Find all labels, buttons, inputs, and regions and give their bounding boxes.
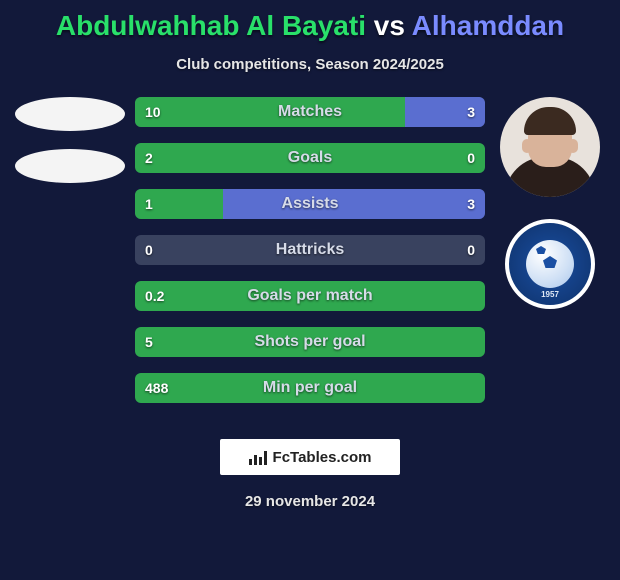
player2-avatar <box>500 97 600 197</box>
player1-club-placeholder <box>15 149 125 183</box>
player2-club-logo: 1957 <box>505 219 595 309</box>
stat-row: Matches 10 3 <box>135 97 485 127</box>
stat-value-left: 0 <box>145 242 153 258</box>
stat-label: Goals per match <box>247 287 372 305</box>
stat-value-left: 10 <box>145 104 161 120</box>
player1-column <box>10 97 130 183</box>
stat-value-left: 2 <box>145 150 153 166</box>
brand-badge: FcTables.com <box>220 439 400 475</box>
date-text: 29 november 2024 <box>0 493 620 510</box>
stat-label: Goals <box>288 149 332 167</box>
stat-row: Shots per goal 5 <box>135 327 485 357</box>
stat-value-right: 3 <box>467 104 475 120</box>
stat-label: Shots per goal <box>254 333 365 351</box>
player2-column: 1957 <box>490 97 610 309</box>
brand-text: FcTables.com <box>273 449 372 466</box>
player2-name: Alhamddan <box>412 10 564 41</box>
stat-label: Assists <box>282 195 339 213</box>
stat-value-left: 5 <box>145 334 153 350</box>
comparison-title: Abdulwahhab Al Bayati vs Alhamddan <box>0 0 620 42</box>
stat-label: Hattricks <box>276 241 344 259</box>
stat-value-right: 0 <box>467 150 475 166</box>
club-year: 1957 <box>541 290 559 299</box>
player1-name: Abdulwahhab Al Bayati <box>56 10 366 41</box>
content-area: 1957 Matches 10 3 Goals 2 0 Assists 1 3 Hattricks… <box>0 97 620 419</box>
stat-row: Goals per match 0.2 <box>135 281 485 311</box>
brand-icon <box>249 449 267 465</box>
stat-value-right: 3 <box>467 196 475 212</box>
stat-row: Min per goal 488 <box>135 373 485 403</box>
player1-avatar-placeholder <box>15 97 125 131</box>
stat-value-left: 488 <box>145 380 168 396</box>
stat-label: Min per goal <box>263 379 357 397</box>
stat-row: Hattricks 0 0 <box>135 235 485 265</box>
stat-row: Assists 1 3 <box>135 189 485 219</box>
vs-text: vs <box>366 10 412 41</box>
stat-row: Goals 2 0 <box>135 143 485 173</box>
stat-value-right: 0 <box>467 242 475 258</box>
subtitle: Club competitions, Season 2024/2025 <box>0 56 620 73</box>
stat-value-left: 0.2 <box>145 288 164 304</box>
stat-label: Matches <box>278 103 342 121</box>
stats-bars: Matches103Goals20Assists13Hattricks00Goa… <box>135 97 485 419</box>
stat-value-left: 1 <box>145 196 153 212</box>
